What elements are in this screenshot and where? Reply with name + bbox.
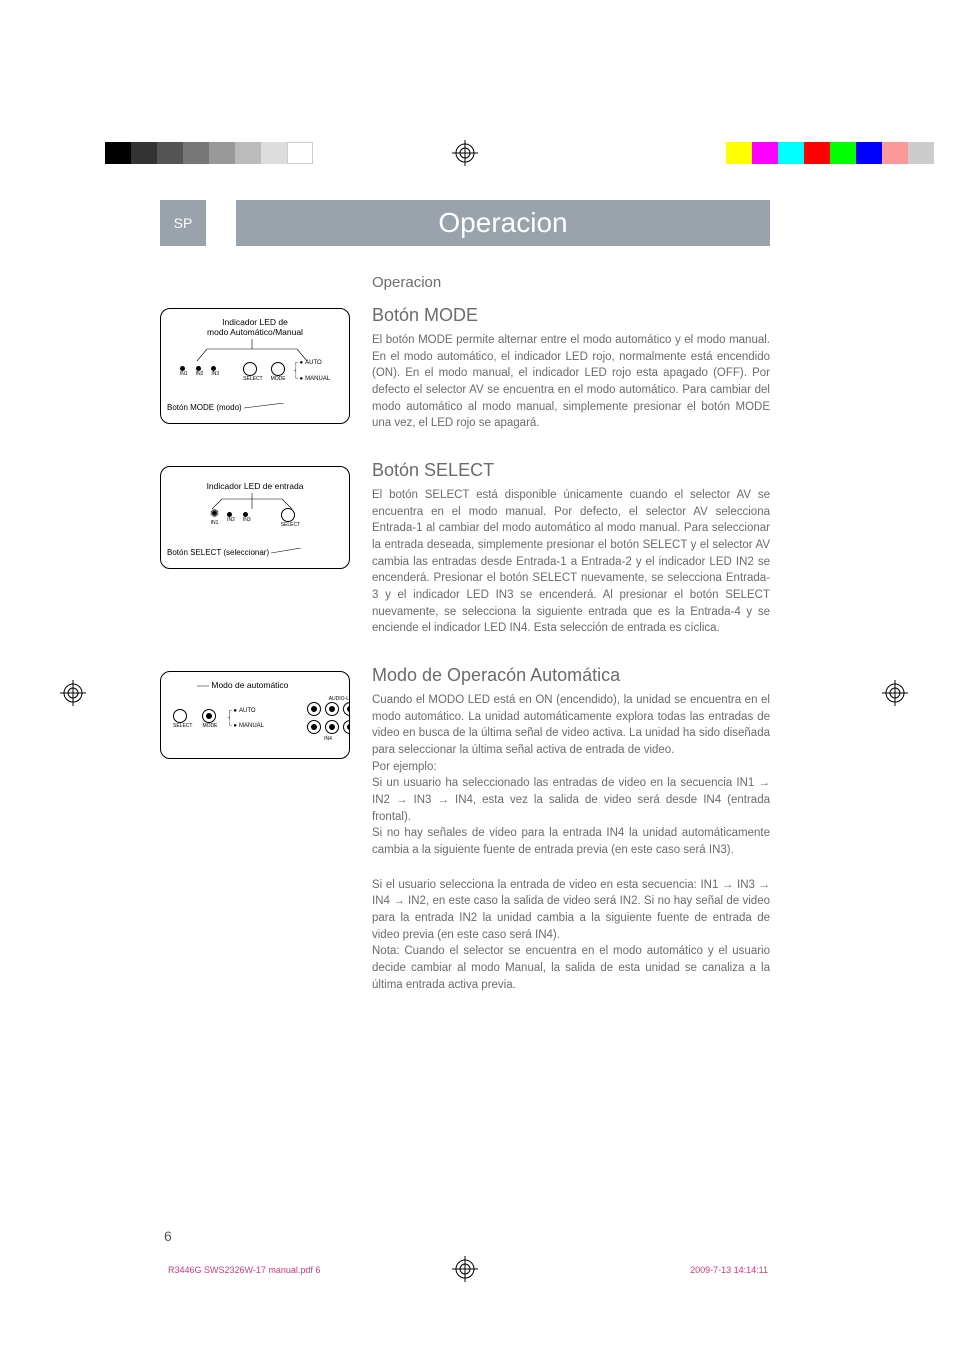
rca-jack-icon bbox=[325, 702, 339, 716]
body-text: Cuando el MODO LED está en ON (encendido… bbox=[372, 692, 770, 993]
subsection-heading: Botón SELECT bbox=[372, 460, 770, 481]
color-calibration-bar bbox=[105, 142, 313, 164]
body-text: El botón MODE permite alternar entre el … bbox=[372, 332, 770, 432]
document-page: SP Operacion Indicador LED de modo Autom… bbox=[160, 200, 770, 1022]
figure-label: Indicador LED de modo Automático/Manual bbox=[167, 317, 343, 337]
figure-auto: Modo de automático SELECT MODE ┌ ●AUTO ┤… bbox=[160, 671, 350, 759]
rca-jack-icon bbox=[325, 720, 339, 734]
figure-callout: Botón MODE (modo) bbox=[167, 403, 343, 413]
led-on-icon: ✺ bbox=[210, 508, 219, 520]
section-select: Indicador LED de entrada ✺IN1 IN2 IN3 SE… bbox=[160, 460, 770, 647]
bracket-icon: ┌ ●AUTO ┤ └ ●MANUAL bbox=[227, 708, 264, 731]
color-calibration-bar bbox=[726, 142, 934, 164]
rca-jack-icon bbox=[343, 720, 350, 734]
figure-mode: Indicador LED de modo Automático/Manual … bbox=[160, 308, 350, 424]
section-mode: Indicador LED de modo Automático/Manual … bbox=[160, 274, 770, 442]
footer-timestamp: 2009-7-13 14:14:11 bbox=[690, 1265, 768, 1275]
rca-jack-icon bbox=[307, 702, 321, 716]
registration-mark-icon bbox=[882, 680, 908, 706]
rca-jack-icon bbox=[343, 702, 350, 716]
subsection-heading: Botón MODE bbox=[372, 305, 770, 326]
figure-label: Modo de automático bbox=[167, 680, 349, 690]
section-auto: Modo de automático SELECT MODE ┌ ●AUTO ┤… bbox=[160, 665, 770, 1003]
print-footer: R3446G SWS2326W-17 manual.pdf 6 2009-7-1… bbox=[168, 1265, 768, 1275]
language-badge: SP bbox=[160, 200, 206, 246]
figure-label: Indicador LED de entrada bbox=[167, 481, 343, 491]
subsection-heading: Modo de Operacón Automática bbox=[372, 665, 770, 686]
footer-filename: R3446G SWS2326W-17 manual.pdf 6 bbox=[168, 1265, 320, 1275]
section-heading: Operacion bbox=[372, 274, 770, 291]
figure-callout: Botón SELECT (seleccionar) bbox=[167, 548, 343, 558]
page-header: SP Operacion bbox=[160, 200, 770, 246]
bracket-icon: ┌ ●AUTO ┤ └ ●MANUAL bbox=[294, 360, 331, 383]
body-text: El botón SELECT está disponible únicamen… bbox=[372, 487, 770, 637]
figure-select: Indicador LED de entrada ✺IN1 IN2 IN3 SE… bbox=[160, 466, 350, 569]
page-title: Operacion bbox=[236, 200, 770, 246]
figure-leader-lines bbox=[167, 493, 337, 511]
registration-mark-icon bbox=[60, 680, 86, 706]
registration-mark-icon bbox=[452, 140, 478, 166]
page-number: 6 bbox=[164, 1228, 172, 1244]
rca-jack-icon bbox=[307, 720, 321, 734]
